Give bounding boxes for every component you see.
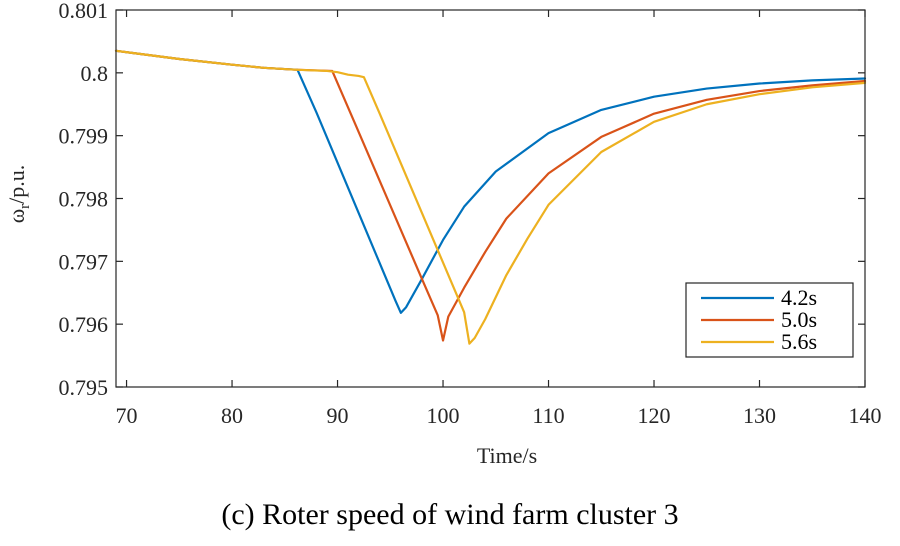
x-tick-label: 80 — [221, 403, 243, 428]
legend-label-1: 4.2s — [781, 285, 817, 310]
y-tick-label: 0.801 — [59, 0, 109, 23]
legend-label-3: 5.6s — [781, 329, 817, 354]
x-axis-ticks: 70 80 90 100 110 120 130 140 — [116, 10, 882, 428]
y-tick-label: 0.799 — [59, 124, 109, 149]
y-axis-label-main: ω — [4, 209, 29, 223]
y-tick-label: 0.797 — [59, 249, 109, 274]
x-tick-label: 130 — [743, 403, 776, 428]
x-tick-label: 90 — [327, 403, 349, 428]
y-axis-ticks: 0.795 0.796 0.797 0.798 0.799 0.8 0.801 — [59, 0, 865, 400]
figure-caption: (c) Roter speed of wind farm cluster 3 — [221, 498, 679, 531]
legend-label-2: 5.0s — [781, 307, 817, 332]
y-axis-label: ωr/p.u. — [4, 165, 33, 224]
line-chart: 70 80 90 100 110 120 130 140 0.7950.7960.7970.7… — [4, 0, 882, 468]
series-lines — [114, 49, 867, 345]
x-tick-label: 110 — [532, 403, 564, 428]
y-tick-label: 0.795 — [59, 375, 109, 400]
y-tick-label: 0.796 — [59, 312, 109, 337]
series-line-3 — [114, 49, 867, 345]
x-tick-label: 140 — [849, 403, 882, 428]
x-axis-label: Time/s — [477, 443, 537, 468]
x-tick-label: 70 — [116, 403, 138, 428]
y-tick-label: 0.8 — [81, 61, 109, 86]
y-axis-label-unit: /p.u. — [4, 165, 29, 204]
x-tick-label: 120 — [638, 403, 671, 428]
y-tick-label: 0.798 — [59, 187, 109, 212]
y-axis-label-subscript: r — [17, 204, 33, 209]
x-tick-label: 100 — [427, 403, 460, 428]
legend: 4.2s5.0s5.6s — [685, 282, 854, 358]
